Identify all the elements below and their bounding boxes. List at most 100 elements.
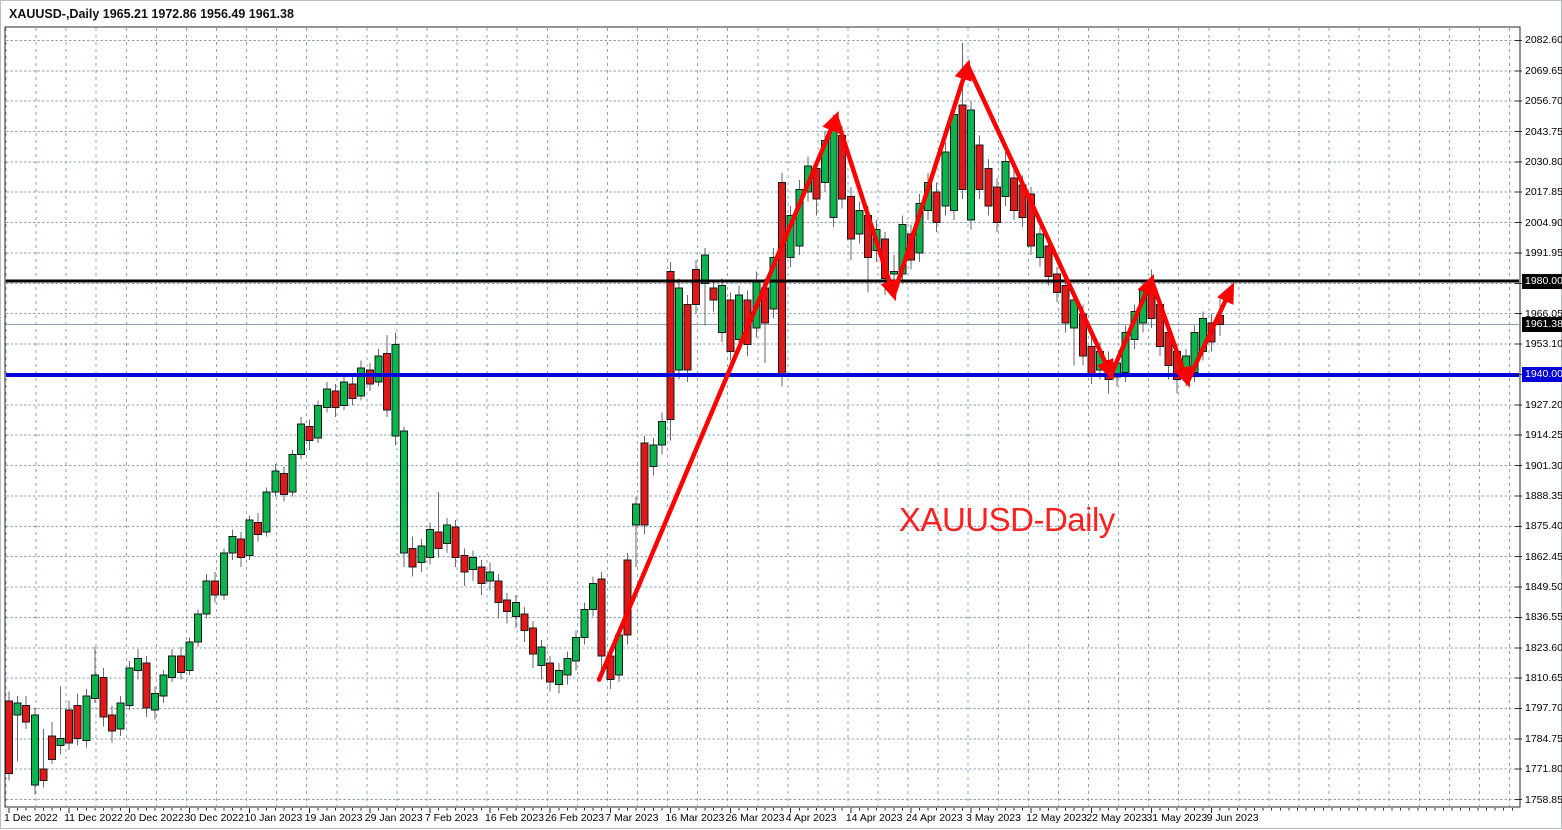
candle (468, 550, 477, 582)
candle (546, 656, 555, 692)
trend-arrow-segment[interactable] (1108, 274, 1155, 378)
trend-arrow-segment[interactable] (833, 114, 898, 302)
date-tick-label: 26 Feb 2023 (545, 812, 605, 824)
candle (855, 201, 864, 244)
bear-candle-body (528, 627, 537, 655)
date-tick-label: 9 Jun 2023 (1206, 812, 1259, 824)
price-tick-label: 1862.45 (1525, 550, 1562, 563)
bear-candle-body (47, 735, 56, 760)
date-tick-label: 31 May 2023 (1146, 812, 1208, 824)
bull-candle-body (511, 601, 520, 617)
bull-candle-body (571, 636, 580, 662)
price-tick-label: 2069.65 (1525, 64, 1562, 77)
bear-candle-body (503, 599, 512, 613)
bear-candle-body (176, 655, 185, 674)
bear-candle-body (640, 442, 649, 526)
candle (1052, 266, 1061, 303)
bull-candle-body (580, 608, 589, 638)
price-axis[interactable]: 2082.60 2069.65 2056.70 2043.75 2030.80 2017.… (1521, 27, 1562, 807)
candle (992, 177, 1001, 232)
date-tick-label: 3 May 2023 (966, 812, 1021, 824)
price-tick-label: 2030.80 (1525, 155, 1562, 168)
bull-candle-body (443, 524, 452, 545)
candle (408, 536, 417, 577)
bear-candle-body (1044, 245, 1053, 277)
trend-arrow-segment[interactable] (891, 59, 972, 298)
date-tick-label: 22 May 2023 (1086, 812, 1148, 824)
trend-arrow-segment[interactable] (1149, 277, 1192, 388)
candle (486, 562, 495, 591)
date-tick-label: 7 Mar 2023 (605, 812, 659, 824)
bull-candle-body (537, 646, 546, 667)
candle (211, 571, 220, 603)
candle (90, 646, 99, 704)
bear-candle-body (348, 383, 357, 399)
trend-arrows[interactable] (596, 59, 1235, 682)
bull-candle-body (1190, 332, 1199, 373)
candle (932, 182, 941, 232)
candle (425, 522, 434, 565)
candle (108, 705, 117, 743)
axis-ticks (8, 39, 1522, 813)
bull-candle-body (340, 381, 349, 406)
bull-candle-body (735, 294, 744, 341)
time-axis[interactable]: 1 Dec 2022 11 Dec 2022 20 Dec 2022 30 Dec 2… (4, 809, 1521, 829)
candle (417, 538, 426, 572)
bear-candle-body (236, 538, 245, 559)
bear-candle-body (434, 531, 443, 549)
bull-candle-body (357, 367, 366, 397)
candle (245, 515, 254, 561)
price-tick-label: 2082.60 (1525, 34, 1562, 47)
bear-candle-body (365, 369, 374, 385)
candle (262, 487, 271, 537)
candle (700, 248, 709, 326)
bear-candle-body (932, 191, 941, 223)
candle (846, 187, 855, 260)
candle (623, 553, 632, 645)
candle (975, 135, 984, 199)
candle (717, 278, 726, 342)
price-tick-label: 1901.30 (1525, 459, 1562, 472)
candle (193, 609, 202, 647)
bull-candle-body (297, 423, 306, 456)
candle (632, 496, 641, 568)
candle (580, 602, 589, 645)
price-tick-label: 1797.70 (1525, 702, 1562, 715)
price-tick-label: 1927.20 (1525, 398, 1562, 411)
trend-arrow-segment[interactable] (965, 63, 1114, 381)
candle (340, 374, 349, 410)
bull-candle-body (649, 444, 658, 467)
bull-candle-body (168, 655, 177, 678)
bear-candle-body (1027, 193, 1036, 247)
support-line-price-badge: 1940.00 (1522, 367, 1562, 383)
candle (322, 381, 331, 413)
candle (202, 574, 211, 619)
trend-arrow-segment[interactable] (1185, 282, 1235, 385)
candle (391, 332, 400, 446)
price-tick-label: 1823.60 (1525, 641, 1562, 654)
chart-annotation-text[interactable]: XAUUSD-Daily (898, 500, 1115, 538)
date-tick-label: 26 Mar 2023 (725, 812, 785, 824)
price-tick-label: 1836.55 (1525, 611, 1562, 624)
bull-candle-body (632, 503, 641, 526)
candle (82, 689, 91, 748)
bear-candle-body (1061, 285, 1070, 324)
price-tick-label: 1888.35 (1525, 489, 1562, 502)
bull-candle-body (288, 454, 297, 493)
bear-candle-body (65, 709, 74, 744)
price-tick-label: 1758.85 (1525, 793, 1562, 806)
bear-candle-body (99, 676, 108, 718)
bull-candle-body (228, 536, 237, 554)
price-tick-label: 1953.10 (1525, 338, 1562, 351)
price-tick-label: 1966.05 (1525, 307, 1562, 320)
trend-arrow-segment[interactable] (596, 111, 839, 682)
price-tick-label: 1991.95 (1525, 246, 1562, 259)
candle (125, 660, 134, 711)
bear-candle-body (597, 578, 606, 657)
candle (675, 278, 684, 380)
bear-candle-body (382, 353, 391, 411)
bull-candle-body (417, 545, 426, 563)
bull-candle-body (193, 613, 202, 643)
candle (47, 721, 56, 765)
